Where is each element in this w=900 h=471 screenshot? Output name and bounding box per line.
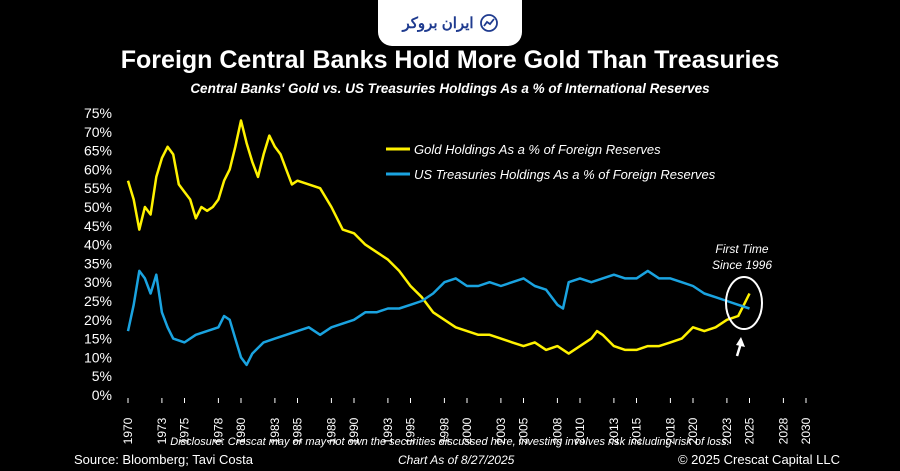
- x-tick-label: 2003: [494, 417, 508, 444]
- x-tick-label: 1985: [291, 417, 305, 444]
- as-of-date: Chart As of 8/27/2025: [398, 453, 515, 467]
- x-tick-label: 1995: [404, 417, 418, 444]
- legend-treasuries-label: US Treasuries Holdings As a % of Foreign…: [414, 167, 716, 182]
- highlight-circle: [725, 276, 763, 330]
- broker-badge[interactable]: ایران بروکر: [378, 0, 522, 46]
- x-tick-label: 1978: [211, 417, 225, 444]
- y-tick-label: 75%: [84, 105, 112, 121]
- treasuries-holdings-line: [126, 269, 750, 367]
- legend-gold-label: Gold Holdings As a % of Foreign Reserves: [414, 142, 661, 157]
- y-tick-label: 30%: [84, 274, 112, 290]
- x-tick-label: 1975: [178, 417, 192, 444]
- legend: Gold Holdings As a % of Foreign Reserves…: [386, 142, 716, 182]
- y-axis: 0% 5% 10% 15% 20% 25% 30% 35% 40% 45% 50% 55% 60% 65%…: [84, 105, 112, 403]
- gold-holdings-line: [126, 119, 751, 355]
- x-tick-label: 1988: [324, 417, 338, 444]
- trend-chart-icon: [479, 14, 498, 32]
- x-tick-label: 2023: [720, 417, 734, 444]
- y-tick-label: 45%: [84, 218, 112, 234]
- x-tick-label: 2030: [799, 417, 813, 444]
- x-tick-label: 2020: [686, 417, 700, 444]
- y-tick-label: 40%: [84, 237, 112, 253]
- x-tick-label: 1998: [437, 417, 451, 444]
- x-tick-label: 2018: [663, 417, 677, 444]
- y-tick-label: 65%: [84, 143, 112, 159]
- y-tick-label: 20%: [84, 312, 112, 328]
- x-axis: 1970 1973 1975 1978 1980 1983 1985 1988 1990 1993…: [121, 398, 813, 444]
- x-tick-label: 1993: [381, 417, 395, 444]
- y-tick-label: 5%: [92, 368, 112, 384]
- x-tick-label: 2008: [550, 417, 564, 444]
- x-tick-label: 2025: [743, 417, 757, 444]
- x-tick-label: 2015: [630, 417, 644, 444]
- y-tick-label: 35%: [84, 255, 112, 271]
- arrow-up-icon: [735, 337, 745, 357]
- x-tick-label: 2010: [573, 417, 587, 444]
- x-tick-label: 1983: [268, 417, 282, 444]
- series-group: [126, 119, 751, 367]
- x-tick-label: 1970: [121, 417, 135, 444]
- y-tick-label: 50%: [84, 199, 112, 215]
- y-tick-label: 60%: [84, 161, 112, 177]
- y-tick-label: 15%: [84, 331, 112, 347]
- y-tick-label: 70%: [84, 124, 112, 140]
- x-tick-label: 2013: [607, 417, 621, 444]
- badge-text: ایران بروکر: [402, 15, 474, 32]
- chart-title: Foreign Central Banks Hold More Gold Tha…: [120, 46, 780, 74]
- chart-subtitle: Central Banks' Gold vs. US Treasuries Ho…: [190, 81, 710, 96]
- y-tick-label: 25%: [84, 293, 112, 309]
- y-tick-label: 0%: [92, 387, 112, 403]
- y-tick-label: 10%: [84, 349, 112, 365]
- source-text: Source: Bloomberg; Tavi Costa: [74, 452, 253, 467]
- annotation-line-2: Since 1996: [712, 258, 772, 272]
- x-tick-label: 1980: [234, 417, 248, 444]
- copyright-text: © 2025 Crescat Capital LLC: [677, 452, 840, 467]
- x-tick-label: 2005: [517, 417, 531, 444]
- disclosure-text: Disclosure: Crescat may or may not own t…: [170, 436, 730, 448]
- y-tick-label: 55%: [84, 180, 112, 196]
- annotation-line-1: First Time: [715, 242, 769, 256]
- x-tick-label: 1973: [155, 417, 169, 444]
- x-tick-label: 2000: [460, 417, 474, 444]
- x-tick-label: 1990: [347, 417, 361, 444]
- x-tick-label: 2028: [776, 417, 790, 444]
